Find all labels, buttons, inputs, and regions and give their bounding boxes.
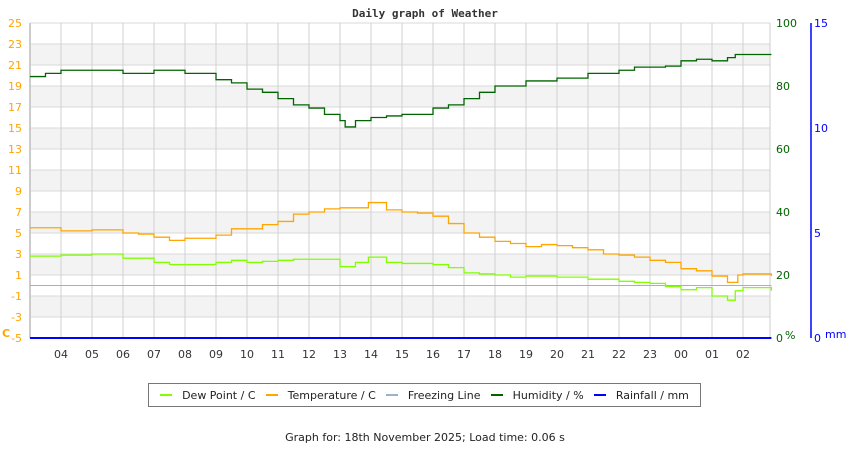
x-tick-label: 13 <box>333 348 347 361</box>
legend-label: Rainfall / mm <box>615 388 689 402</box>
left-tick-label: 23 <box>8 38 22 51</box>
left-tick-label: 9 <box>15 185 22 198</box>
x-tick-label: 23 <box>643 348 657 361</box>
grid-band <box>30 44 770 65</box>
left-tick-label: 21 <box>8 59 22 72</box>
rain-axis-label: mm <box>825 328 846 341</box>
left-tick-label: 5 <box>15 227 22 240</box>
grid-band <box>30 254 770 275</box>
x-tick-label: 10 <box>240 348 254 361</box>
x-tick-label: 06 <box>116 348 130 361</box>
legend: Dew Point / C Temperature / C Freezing Lin… <box>148 383 701 407</box>
weather-chart: Daily graph of Weather -5-3-113579111315… <box>2 7 846 361</box>
humidity-axis-label: % <box>785 329 795 342</box>
series-line-humidity <box>30 53 772 128</box>
rain-tick-label: 10 <box>814 122 828 135</box>
grid-band <box>30 86 770 107</box>
left-tick-label: 7 <box>15 206 22 219</box>
left-tick-label: 1 <box>15 269 22 282</box>
left-tick-label: 11 <box>8 164 22 177</box>
left-tick-label: 25 <box>8 17 22 30</box>
x-tick-label: 18 <box>488 348 502 361</box>
footer-status: Graph for: 18th November 2025; Load time… <box>285 431 565 444</box>
x-tick-label: 00 <box>674 348 688 361</box>
x-tick-label: 19 <box>519 348 533 361</box>
x-tick-label: 20 <box>550 348 564 361</box>
grid-band <box>30 170 770 191</box>
left-tick-label: 3 <box>15 248 22 261</box>
legend-label: Dew Point / C <box>182 388 256 402</box>
x-tick-label: 22 <box>612 348 626 361</box>
series-line-dew-point-c <box>30 253 773 301</box>
grid-band <box>30 212 770 233</box>
x-tick-label: 02 <box>736 348 750 361</box>
humidity-tick-label: 80 <box>776 80 790 93</box>
chart-title: Daily graph of Weather <box>352 7 498 20</box>
x-tick-label: 04 <box>54 348 68 361</box>
x-tick-label: 01 <box>705 348 719 361</box>
legend-label: Freezing Line <box>407 388 481 402</box>
legend-label: Humidity / % <box>512 388 584 402</box>
x-tick-label: 16 <box>426 348 440 361</box>
legend-swatch <box>593 394 606 396</box>
legend-item: Temperature / C <box>265 388 376 402</box>
left-axis-label: C <box>2 327 10 340</box>
x-tick-label: 09 <box>209 348 223 361</box>
x-tick-label: 11 <box>271 348 285 361</box>
x-tick-label: 14 <box>364 348 378 361</box>
humidity-tick-label: 60 <box>776 143 790 156</box>
left-tick-label: -1 <box>11 290 22 303</box>
legend-item: Humidity / % <box>490 388 584 402</box>
humidity-tick-label: 40 <box>776 206 790 219</box>
left-tick-label: 19 <box>8 80 22 93</box>
legend-swatch <box>160 394 173 396</box>
legend-item: Rainfall / mm <box>593 388 689 402</box>
series-line-temperature-c <box>30 201 773 284</box>
legend-label: Temperature / C <box>287 388 376 402</box>
x-tick-label: 08 <box>178 348 192 361</box>
grid-band <box>30 128 770 149</box>
rain-tick-label: 5 <box>814 227 821 240</box>
rain-tick-label: 0 <box>814 332 821 345</box>
left-tick-label: -5 <box>11 332 22 345</box>
legend-swatch <box>265 394 278 396</box>
legend-item: Freezing Line <box>385 388 481 402</box>
x-tick-label: 17 <box>457 348 471 361</box>
left-tick-label: 13 <box>8 143 22 156</box>
legend-swatch <box>490 394 503 396</box>
x-tick-label: 12 <box>302 348 316 361</box>
legend-item: Dew Point / C <box>160 388 256 402</box>
legend-swatch <box>385 394 398 396</box>
x-tick-label: 07 <box>147 348 161 361</box>
x-tick-label: 15 <box>395 348 409 361</box>
x-tick-label: 05 <box>85 348 99 361</box>
rain-tick-label: 15 <box>814 17 828 30</box>
humidity-tick-label: 20 <box>776 269 790 282</box>
humidity-tick-label: 100 <box>776 17 797 30</box>
left-tick-label: 15 <box>8 122 22 135</box>
left-tick-label: 17 <box>8 101 22 114</box>
humidity-tick-label: 0 <box>776 332 783 345</box>
left-tick-label: -3 <box>11 311 22 324</box>
x-tick-label: 21 <box>581 348 595 361</box>
grid-band <box>30 296 770 317</box>
